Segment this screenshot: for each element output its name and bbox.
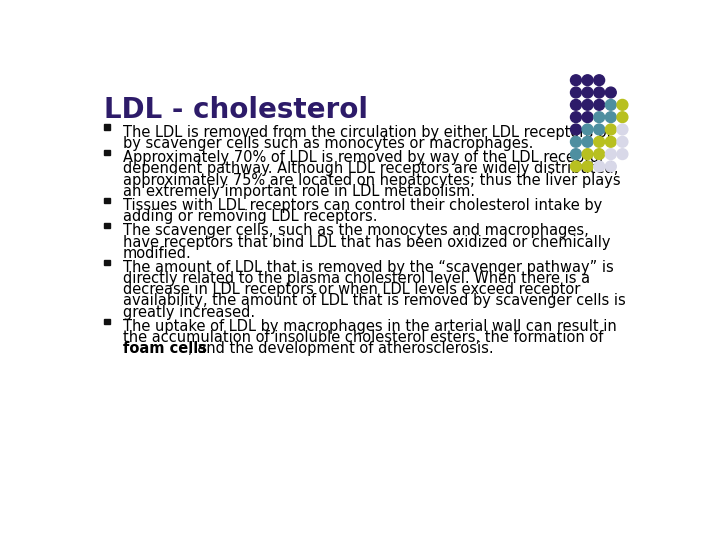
Text: Tissues with LDL receptors can control their cholesterol intake by: Tissues with LDL receptors can control t…: [122, 198, 602, 213]
Text: an extremely important role in LDL metabolism.: an extremely important role in LDL metab…: [122, 184, 474, 199]
Circle shape: [617, 99, 628, 110]
Text: , and the development of atherosclerosis.: , and the development of atherosclerosis…: [188, 341, 494, 356]
Text: approximately 75% are located on hepatocytes; thus the liver plays: approximately 75% are located on hepatoc…: [122, 173, 620, 187]
Text: greatly increased.: greatly increased.: [122, 305, 255, 320]
Text: The LDL is removed from the circulation by either LDL receptors or: The LDL is removed from the circulation …: [122, 125, 612, 140]
Bar: [104, 150, 109, 156]
Circle shape: [617, 148, 628, 159]
Text: adding or removing LDL receptors.: adding or removing LDL receptors.: [122, 209, 377, 224]
Circle shape: [594, 75, 605, 85]
Text: by scavenger cells such as monocytes or macrophages.: by scavenger cells such as monocytes or …: [122, 136, 533, 151]
Bar: [104, 198, 109, 203]
Circle shape: [570, 87, 581, 98]
Text: have receptors that bind LDL that has been oxidized or chemically: have receptors that bind LDL that has be…: [122, 234, 610, 249]
Circle shape: [594, 124, 605, 135]
Text: the accumulation of insoluble cholesterol esters, the formation of: the accumulation of insoluble cholestero…: [122, 330, 603, 345]
Circle shape: [570, 75, 581, 85]
Bar: [104, 319, 109, 324]
Circle shape: [606, 87, 616, 98]
Circle shape: [582, 161, 593, 172]
Text: directly related to the plasma cholesterol level. When there is a: directly related to the plasma cholester…: [122, 271, 590, 286]
Bar: [104, 260, 109, 265]
Bar: [104, 223, 109, 228]
Circle shape: [594, 87, 605, 98]
Circle shape: [570, 124, 581, 135]
Circle shape: [606, 99, 616, 110]
Circle shape: [617, 137, 628, 147]
Circle shape: [570, 161, 581, 172]
Circle shape: [606, 137, 616, 147]
Text: LDL - cholesterol: LDL - cholesterol: [104, 96, 368, 124]
Circle shape: [594, 161, 605, 172]
Circle shape: [582, 99, 593, 110]
Circle shape: [582, 148, 593, 159]
Circle shape: [582, 137, 593, 147]
Circle shape: [570, 112, 581, 123]
Text: availability, the amount of LDL that is removed by scavenger cells is: availability, the amount of LDL that is …: [122, 294, 625, 308]
Circle shape: [582, 112, 593, 123]
Text: decrease in LDL receptors or when LDL levels exceed receptor: decrease in LDL receptors or when LDL le…: [122, 282, 580, 298]
Circle shape: [594, 112, 605, 123]
Circle shape: [594, 99, 605, 110]
Text: dependent pathway. Although LDL receptors are widely distributed,: dependent pathway. Although LDL receptor…: [122, 161, 618, 177]
Circle shape: [606, 112, 616, 123]
Text: Approximately 70% of LDL is removed by way of the LDL receptor: Approximately 70% of LDL is removed by w…: [122, 150, 605, 165]
Circle shape: [617, 112, 628, 123]
Circle shape: [582, 124, 593, 135]
Circle shape: [606, 161, 616, 172]
Text: The amount of LDL that is removed by the “scavenger pathway” is: The amount of LDL that is removed by the…: [122, 260, 613, 275]
Circle shape: [594, 137, 605, 147]
Bar: [104, 125, 109, 130]
Text: The scavenger cells, such as the monocytes and macrophages,: The scavenger cells, such as the monocyt…: [122, 224, 588, 239]
Text: The uptake of LDL by macrophages in the arterial wall can result in: The uptake of LDL by macrophages in the …: [122, 319, 616, 334]
Circle shape: [606, 124, 616, 135]
Circle shape: [570, 148, 581, 159]
Circle shape: [617, 124, 628, 135]
Circle shape: [570, 99, 581, 110]
Circle shape: [570, 137, 581, 147]
Circle shape: [582, 75, 593, 85]
Circle shape: [606, 148, 616, 159]
Text: foam cells: foam cells: [122, 341, 207, 356]
Circle shape: [582, 87, 593, 98]
Text: modified.: modified.: [122, 246, 192, 261]
Circle shape: [594, 148, 605, 159]
